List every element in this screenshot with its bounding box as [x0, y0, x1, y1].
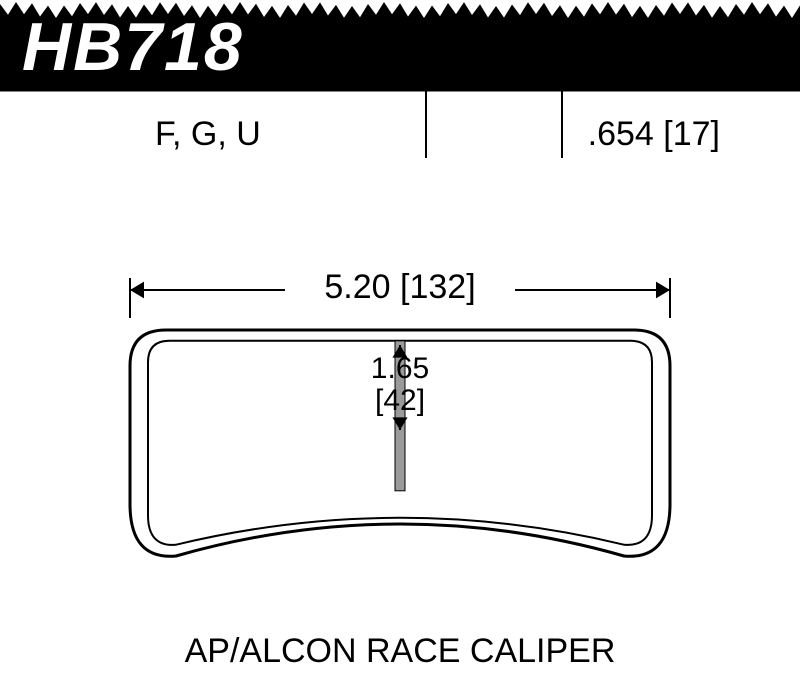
width-inches: 5.20 — [324, 268, 390, 306]
caption: AP/ALCON RACE CALIPER — [0, 632, 800, 671]
width-dimension: 5.20 [132] — [0, 268, 800, 307]
part-number: HB718 — [22, 8, 244, 86]
width-mm: 132 — [409, 268, 466, 306]
thickness-inches: .654 — [588, 115, 654, 153]
height-inches: 1.65 — [371, 352, 429, 385]
variants-text: F, G, U — [155, 115, 261, 154]
thickness-mm: 17 — [673, 115, 711, 153]
page: HB718 F, G, U .654 [17] 5.20 [132] 1.65 … — [0, 0, 800, 691]
height-mm: 42 — [383, 384, 416, 417]
header-bar-svg — [0, 0, 800, 691]
height-dimension: 1.65 [42] — [0, 353, 800, 416]
thickness-dimension: .654 [17] — [588, 115, 720, 154]
